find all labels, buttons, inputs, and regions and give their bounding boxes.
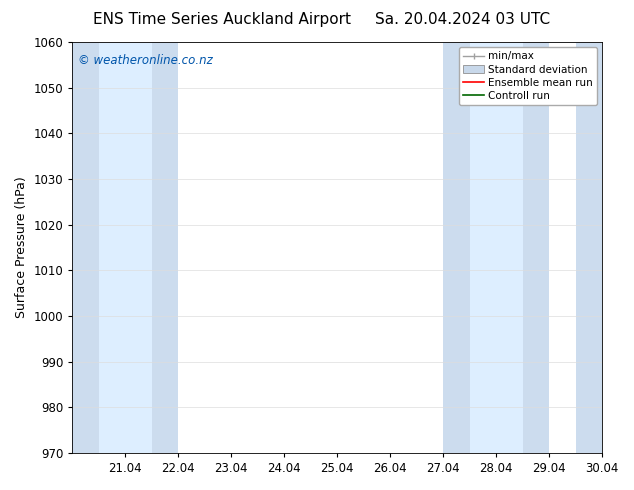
Legend: min/max, Standard deviation, Ensemble mean run, Controll run: min/max, Standard deviation, Ensemble me… <box>459 47 597 105</box>
Bar <box>443 42 470 453</box>
Y-axis label: Surface Pressure (hPa): Surface Pressure (hPa) <box>15 176 28 318</box>
Bar <box>523 42 549 453</box>
Bar <box>72 42 99 453</box>
Bar <box>470 42 523 453</box>
Bar <box>152 42 178 453</box>
Text: ENS Time Series Auckland Airport: ENS Time Series Auckland Airport <box>93 12 351 27</box>
Bar <box>99 42 152 453</box>
Bar <box>576 42 602 453</box>
Text: Sa. 20.04.2024 03 UTC: Sa. 20.04.2024 03 UTC <box>375 12 550 27</box>
Text: © weatheronline.co.nz: © weatheronline.co.nz <box>77 54 212 68</box>
